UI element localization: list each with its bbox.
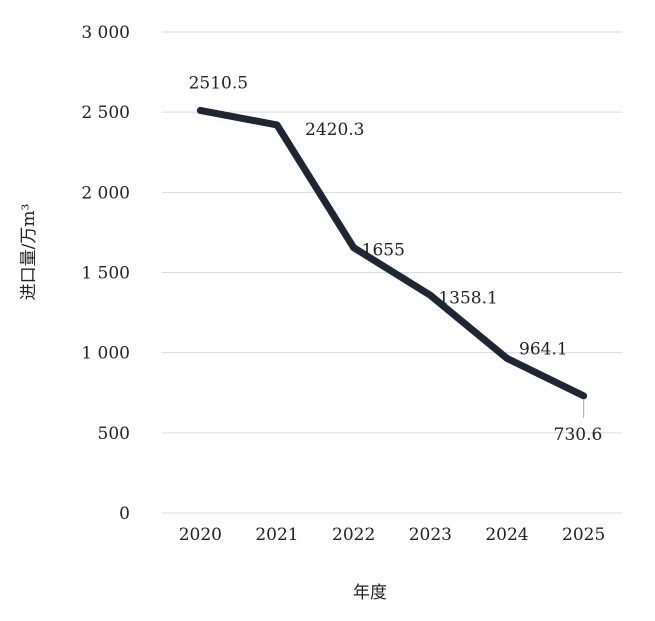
data-label: 2420.3: [305, 120, 364, 140]
x-tick-label: 2023: [409, 525, 452, 545]
series-line: [196, 106, 588, 400]
y-tick-label: 2 500: [81, 103, 130, 123]
y-tick-label: 500: [98, 424, 130, 444]
x-tick-label: 2024: [485, 525, 528, 545]
data-label: 2510.5: [189, 73, 248, 93]
x-tick-label: 2025: [562, 525, 605, 545]
x-tick-labels: 2020 2021 2022 2023 2024 2025: [179, 525, 606, 545]
x-tick-label: 2020: [179, 525, 222, 545]
y-tick-label: 1 500: [81, 264, 130, 284]
y-tick-label: 1 000: [81, 344, 130, 364]
x-tick-label: 2021: [255, 525, 298, 545]
gridlines: [162, 31, 622, 514]
y-tick-labels: 0 500 1 000 1 500 2 000 2 500 3 000: [81, 23, 130, 524]
data-label: 1655: [362, 241, 405, 261]
data-labels: 2510.5 2420.3 1655 1358.1 964.1 730.6: [189, 73, 603, 444]
y-tick-label: 0: [119, 504, 130, 524]
x-axis-title: 年度: [353, 583, 387, 603]
y-tick-label: 2 000: [81, 183, 130, 203]
y-tick-label: 3 000: [81, 23, 130, 43]
x-tick-label: 2022: [332, 525, 375, 545]
series-lines: [196, 106, 588, 400]
data-label: 964.1: [519, 339, 568, 359]
data-label: 730.6: [554, 425, 603, 445]
data-label: 1358.1: [438, 288, 497, 308]
y-axis-title: 进口量/万m³: [19, 204, 39, 301]
